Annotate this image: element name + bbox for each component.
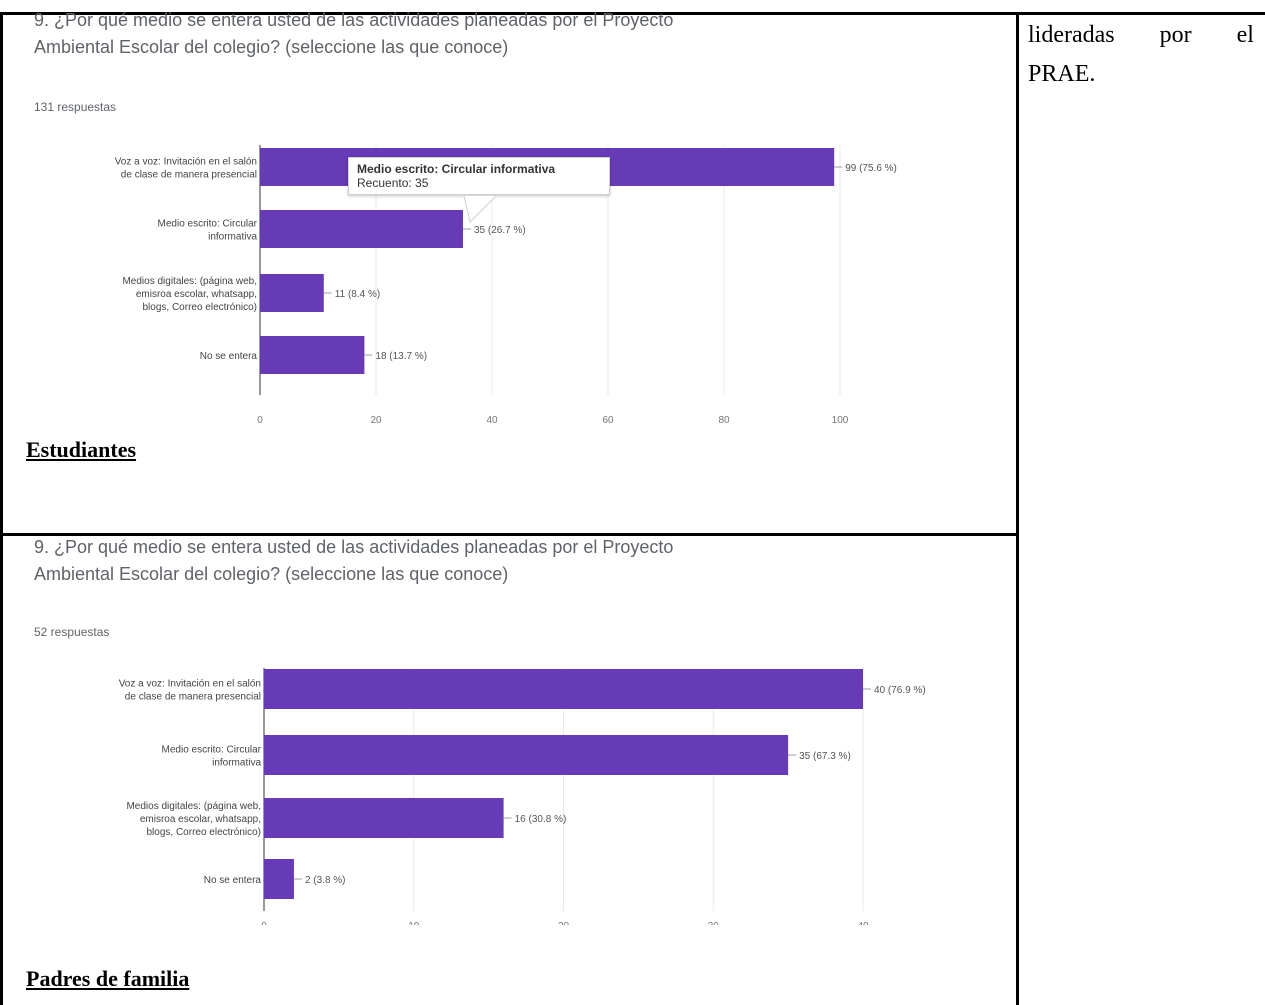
x-tick-label: 80: [718, 415, 730, 426]
bar: [264, 669, 863, 709]
category-label: informativa: [212, 758, 261, 769]
side-word: lideradas: [1028, 22, 1115, 48]
category-label: Medios digitales: (página web,: [122, 276, 257, 287]
bar: [260, 274, 324, 312]
x-tick-label: 30: [708, 921, 720, 925]
data-label: 2 (3.8 %): [305, 875, 346, 886]
data-label: 18 (13.7 %): [375, 351, 427, 362]
side-text: lideradas por el PRAE.: [1028, 16, 1254, 94]
side-text-line2: PRAE.: [1028, 61, 1096, 87]
category-label: emisroa escolar, whatsapp,: [140, 814, 261, 825]
x-tick-label: 20: [370, 415, 382, 426]
category-label: emisroa escolar, whatsapp,: [136, 289, 257, 300]
question-line: Ambiental Escolar del colegio? (seleccio…: [34, 37, 509, 57]
bar: [260, 336, 365, 374]
question-line: 9. ¿Por qué medio se entera usted de las…: [34, 537, 674, 557]
data-label: 35 (26.7 %): [474, 225, 526, 236]
category-label: de clase de manera presencial: [125, 692, 261, 703]
tooltip-count: Recuento: 35: [357, 176, 429, 190]
question-line: 9. ¿Por qué medio se entera usted de las…: [34, 10, 674, 30]
x-tick-label: 0: [261, 921, 267, 925]
data-label: 99 (75.6 %): [845, 163, 897, 174]
data-label: 40 (76.9 %): [874, 685, 926, 696]
x-tick-label: 20: [558, 921, 570, 925]
students-caption: Estudiantes: [26, 437, 137, 462]
category-label: informativa: [208, 232, 257, 243]
parents-bar-chart: 0 10 20 30 40 40 (76.9 %) Voz a voz: Invitació…: [119, 668, 926, 925]
x-tick-label: 100: [832, 415, 849, 426]
side-word: el: [1236, 22, 1254, 48]
data-label: 35 (67.3 %): [799, 751, 851, 762]
category-label: No se entera: [204, 875, 262, 886]
cell-divider: [0, 533, 1018, 536]
parents-response-count: 52 respuestas: [34, 625, 110, 639]
side-word: por: [1159, 22, 1192, 48]
category-label: Voz a voz: Invitación en el salón: [119, 679, 261, 690]
students-question-title: 9. ¿Por qué medio se entera usted de las…: [34, 7, 673, 61]
category-label: blogs, Correo electrónico): [143, 302, 258, 313]
parents-caption: Padres de familia: [26, 966, 190, 991]
table-border-top: [0, 12, 1265, 15]
bar: [264, 735, 789, 775]
category-label: No se entera: [200, 351, 258, 362]
category-label: de clase de manera presencial: [121, 170, 257, 181]
bar: [264, 859, 294, 899]
x-tick-label: 0: [257, 415, 263, 426]
category-label: Medio escrito: Circular: [162, 745, 262, 756]
table-border-left: [0, 12, 3, 1005]
table-border-middle: [1016, 12, 1019, 1005]
bar: [260, 210, 463, 248]
category-label: blogs, Correo electrónico): [147, 827, 262, 838]
data-label: 11 (8.4 %): [335, 289, 380, 300]
question-line: Ambiental Escolar del colegio? (seleccio…: [34, 564, 509, 584]
tooltip-title: Medio escrito: Circular informativa: [357, 162, 556, 176]
x-tick-label: 10: [408, 921, 420, 925]
x-tick-label: 40: [857, 921, 869, 925]
parents-question-title: 9. ¿Por qué medio se entera usted de las…: [34, 534, 673, 588]
category-label: Medio escrito: Circular: [158, 219, 258, 230]
students-response-count: 131 respuestas: [34, 100, 117, 114]
bar: [264, 798, 504, 838]
x-tick-label: 60: [602, 415, 614, 426]
category-label: Voz a voz: Invitación en el salón: [115, 157, 257, 168]
bar-tooltip: Medio escrito: Circular informativa Recu…: [348, 157, 610, 195]
data-label: 16 (30.8 %): [515, 814, 567, 825]
side-text-line1: lideradas por el: [1028, 16, 1254, 55]
tooltip-pointer: [463, 196, 497, 223]
x-tick-label: 40: [486, 415, 498, 426]
category-label: Medios digitales: (página web,: [126, 801, 261, 812]
